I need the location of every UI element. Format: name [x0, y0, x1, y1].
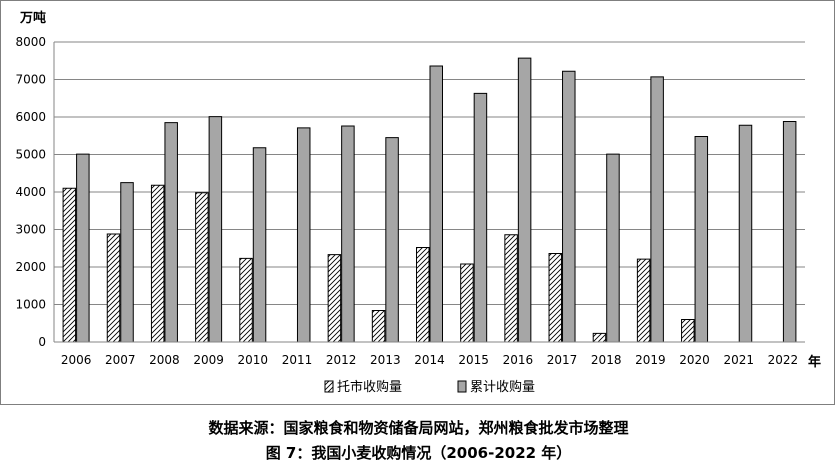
bar-support-purchase — [636, 258, 651, 343]
gridlines — [54, 41, 805, 305]
bar-total-purchase — [296, 127, 311, 343]
bar-support-purchase — [416, 247, 430, 343]
bar-total-purchase — [208, 116, 223, 343]
axes: 0 1000 2000 3000 4000 5000 6000 7000 8000 2006 200… — [15, 35, 805, 367]
legend: 托市收购量 累计收购量 — [324, 379, 535, 395]
x-tick-label: 2021 — [723, 353, 754, 367]
x-tick-label: 2008 — [149, 353, 180, 367]
bar-total-purchase — [606, 153, 620, 343]
bar-total-purchase — [694, 136, 709, 343]
bar-total-purchase — [164, 122, 178, 343]
bar-support-purchase — [681, 319, 695, 343]
legend-swatch-support — [324, 380, 334, 393]
bar-support-purchase — [106, 233, 121, 343]
bar-total-purchase — [562, 70, 576, 343]
bar-support-purchase — [150, 184, 165, 343]
x-tick-label: 2011 — [282, 353, 313, 367]
bar-support-purchase — [62, 187, 77, 343]
x-tick-label: 2017 — [547, 353, 578, 367]
x-axis-unit: 年 — [808, 354, 821, 370]
bar-support-purchase — [504, 234, 518, 343]
x-tick-label: 2016 — [503, 353, 534, 367]
y-tick-label: 8000 — [15, 35, 46, 49]
x-tick-label: 2009 — [193, 353, 224, 367]
x-tick-label: 2006 — [61, 353, 92, 367]
x-tick-label: 2012 — [326, 353, 357, 367]
x-tick-label: 2014 — [414, 353, 445, 367]
bar-support-purchase — [371, 310, 386, 343]
y-tick-label: 6000 — [15, 110, 46, 124]
bar-total-purchase — [738, 124, 753, 343]
legend-label-support: 托市收购量 — [337, 379, 402, 395]
x-tick-label: 2007 — [105, 353, 136, 367]
bar-total-purchase — [76, 153, 90, 343]
y-tick-label: 0 — [38, 335, 46, 349]
x-tick-label: 2022 — [768, 353, 799, 367]
bar-total-purchase — [385, 137, 399, 343]
bar-support-purchase — [195, 192, 209, 343]
bar-total-purchase — [120, 182, 134, 343]
bar-support-purchase — [548, 253, 563, 343]
y-tick-label: 1000 — [15, 298, 46, 312]
bar-total-purchase — [341, 125, 355, 343]
y-tick-label: 2000 — [15, 260, 46, 274]
bars — [62, 57, 797, 343]
x-tick-label: 2010 — [238, 353, 269, 367]
x-tick-label: 2019 — [635, 353, 666, 367]
bar-total-purchase — [429, 65, 443, 343]
chart-frame — [0, 0, 835, 405]
legend-label-total: 累计收购量 — [470, 379, 535, 395]
y-tick-label: 3000 — [15, 223, 46, 237]
bar-total-purchase — [782, 121, 797, 343]
bar-total-purchase — [473, 92, 488, 343]
bar-total-purchase — [252, 147, 267, 343]
bar-total-purchase — [650, 76, 664, 343]
legend-swatch-total — [457, 380, 467, 393]
x-tick-label: 2020 — [679, 353, 710, 367]
bar-support-purchase — [327, 254, 342, 343]
bar-support-purchase — [239, 257, 253, 343]
y-tick-label: 4000 — [15, 185, 46, 199]
y-tick-label: 5000 — [15, 148, 46, 162]
figure-caption: 图 7：我国小麦收购情况（2006-2022 年） — [265, 444, 572, 462]
source-caption: 数据来源：国家粮食和物资储备局网站，郑州粮食批发市场整理 — [208, 419, 629, 437]
y-axis-unit: 万吨 — [19, 10, 46, 26]
bar-support-purchase — [592, 332, 607, 343]
bar-support-purchase — [460, 263, 474, 343]
x-tick-label: 2015 — [458, 353, 489, 367]
x-tick-label: 2013 — [370, 353, 401, 367]
wheat-purchase-chart: 0 1000 2000 3000 4000 5000 6000 7000 8000 2006 200… — [15, 10, 821, 395]
y-tick-label: 7000 — [15, 73, 46, 87]
x-tick-label: 2018 — [591, 353, 622, 367]
bar-total-purchase — [517, 57, 532, 343]
